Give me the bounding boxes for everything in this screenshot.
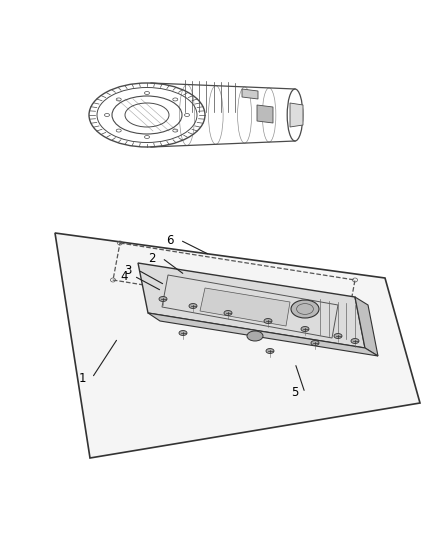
Text: 2: 2 bbox=[148, 252, 156, 264]
Ellipse shape bbox=[266, 349, 274, 353]
Ellipse shape bbox=[179, 330, 187, 335]
Text: 4: 4 bbox=[120, 270, 128, 282]
Ellipse shape bbox=[334, 334, 342, 338]
Polygon shape bbox=[200, 288, 290, 326]
Text: 3: 3 bbox=[124, 263, 132, 277]
Text: 1: 1 bbox=[78, 372, 86, 384]
Ellipse shape bbox=[351, 338, 359, 343]
Ellipse shape bbox=[311, 341, 319, 345]
Ellipse shape bbox=[224, 311, 232, 316]
Polygon shape bbox=[138, 263, 365, 348]
Polygon shape bbox=[257, 105, 273, 123]
Text: 5: 5 bbox=[291, 386, 299, 400]
Ellipse shape bbox=[247, 331, 263, 341]
Text: 6: 6 bbox=[166, 233, 174, 246]
Ellipse shape bbox=[159, 296, 167, 302]
Ellipse shape bbox=[264, 319, 272, 324]
Ellipse shape bbox=[291, 300, 319, 318]
Polygon shape bbox=[355, 297, 378, 356]
Ellipse shape bbox=[189, 303, 197, 309]
Polygon shape bbox=[55, 233, 420, 458]
Polygon shape bbox=[242, 89, 258, 99]
Polygon shape bbox=[290, 103, 303, 127]
Ellipse shape bbox=[301, 327, 309, 332]
Polygon shape bbox=[148, 313, 378, 356]
